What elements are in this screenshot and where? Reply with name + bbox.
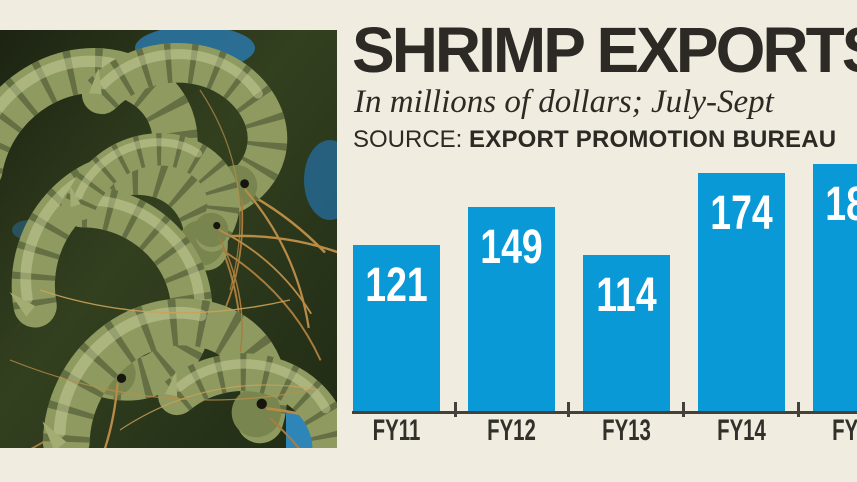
- bar-value-fy12: 149: [480, 221, 543, 274]
- x-label-fy12: FY12: [487, 414, 536, 447]
- bar-value-fy13: 114: [596, 269, 657, 322]
- x-axis-line: [352, 411, 857, 414]
- bar-value-fy15: 180: [825, 178, 857, 231]
- bar-fy15: 180: [813, 164, 857, 411]
- bar-value-fy11: 121: [365, 259, 428, 312]
- source-line: SOURCE: EXPORT PROMOTION BUREAU: [353, 128, 836, 152]
- source-value: EXPORT PROMOTION BUREAU: [469, 126, 837, 153]
- x-label-fy15: FY15: [832, 414, 857, 447]
- bar-value-fy14: 174: [710, 187, 773, 240]
- axis-tick: [797, 402, 800, 417]
- shrimp-photo-illustration: [0, 30, 337, 448]
- axis-tick: [567, 402, 570, 417]
- chart-title: SHRIMP EXPORTS: [352, 14, 857, 86]
- axis-tick: [682, 402, 685, 417]
- shrimp-photo: [0, 30, 337, 448]
- bar-fy11: 121: [353, 245, 440, 411]
- bar-fy12: 149: [468, 207, 555, 411]
- x-label-fy11: FY11: [372, 414, 421, 447]
- x-label-fy13: FY13: [602, 414, 651, 447]
- chart-subtitle: In millions of dollars; July-Sept: [354, 84, 774, 120]
- bar-fy14: 174: [698, 173, 785, 411]
- bar-fy13: 114: [583, 255, 670, 411]
- axis-tick: [454, 402, 457, 417]
- x-label-fy14: FY14: [717, 414, 766, 447]
- source-label: SOURCE:: [353, 126, 463, 153]
